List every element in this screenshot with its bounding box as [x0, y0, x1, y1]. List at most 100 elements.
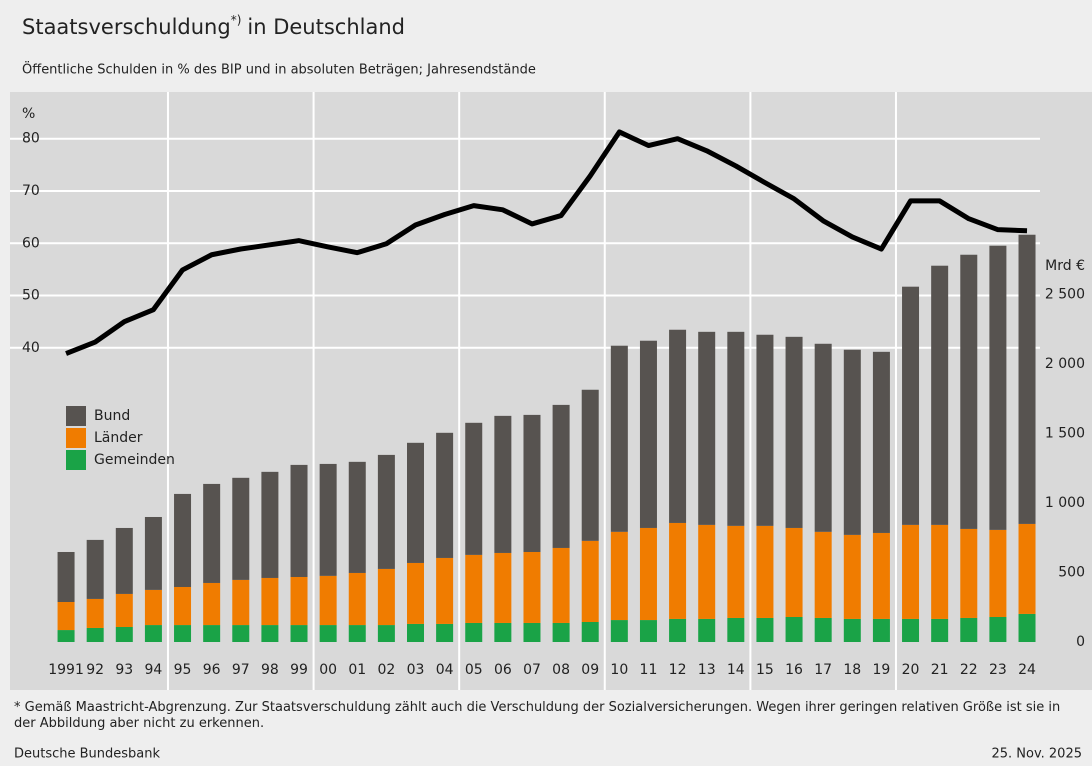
- bar-segment: [436, 432, 454, 558]
- title-main: Staatsverschuldung: [22, 15, 231, 39]
- y-axis-label: %: [22, 106, 35, 122]
- x-tick-label: 17: [814, 662, 832, 678]
- bar-segment: [902, 286, 920, 525]
- legend-swatch: [66, 428, 86, 448]
- bar-segment: [960, 617, 978, 642]
- bar-segment: [989, 529, 1007, 617]
- x-tick-label: 93: [115, 662, 133, 678]
- bar-segment: [989, 616, 1007, 642]
- bar-segment: [872, 351, 890, 533]
- bar-segment: [436, 557, 454, 624]
- x-tick-label: 22: [960, 662, 978, 678]
- bar-segment: [960, 254, 978, 529]
- bar-segment: [407, 442, 424, 563]
- subtitle: Öffentliche Schulden in % des BIP und in…: [22, 61, 536, 78]
- bar-segment: [756, 334, 774, 526]
- bar-segment: [203, 625, 221, 642]
- bar-segment: [407, 562, 424, 624]
- legend-label: Gemeinden: [94, 452, 175, 468]
- bar-segment: [261, 625, 279, 642]
- x-tick-label: 12: [669, 662, 687, 678]
- bar-segment: [523, 622, 541, 642]
- bar-segment: [669, 522, 687, 619]
- bar-segment: [785, 527, 803, 617]
- x-tick-label: 92: [86, 662, 104, 678]
- x-tick-label: 18: [843, 662, 861, 678]
- bar-segment: [203, 582, 221, 626]
- bar-segment: [698, 618, 716, 642]
- bar-segment: [86, 539, 104, 599]
- x-tick-label: 19: [873, 662, 891, 678]
- bar-segment: [348, 461, 366, 573]
- legend-swatch: [66, 450, 86, 470]
- bar-segment: [377, 568, 395, 626]
- bar-segment: [465, 622, 483, 642]
- bar-segment: [581, 540, 599, 622]
- y2-tick-label: 2 500: [1045, 287, 1085, 303]
- bar-segment: [698, 331, 716, 525]
- x-tick-label: 08: [552, 662, 570, 678]
- bar-segment: [115, 527, 133, 594]
- x-tick-label: 97: [232, 662, 250, 678]
- legend-label: Länder: [94, 430, 143, 446]
- title-suffix: in Deutschland: [247, 15, 405, 39]
- bar-segment: [872, 532, 890, 619]
- bar-segment: [407, 623, 424, 642]
- chart-title: Staatsverschuldung*) in Deutschland: [22, 13, 405, 40]
- y2-tick-label: 1 500: [1045, 426, 1085, 442]
- bar-segment: [57, 601, 75, 631]
- y-tick-label: 80: [22, 131, 40, 147]
- x-tick-label: 20: [902, 662, 920, 678]
- bar-segment: [610, 345, 628, 532]
- x-tick-label: 15: [756, 662, 774, 678]
- x-tick-label: 02: [377, 662, 395, 678]
- bar-segment: [494, 622, 512, 642]
- x-tick-label: 95: [174, 662, 192, 678]
- bar-segment: [465, 554, 483, 623]
- legend-label: Bund: [94, 408, 130, 424]
- bar-segment: [902, 618, 920, 642]
- line: [65, 129, 1028, 356]
- bar-segment: [523, 414, 541, 552]
- bar-segment: [290, 464, 308, 577]
- y2-tick-label: 1 000: [1045, 495, 1085, 511]
- x-tick-label: 96: [203, 662, 221, 678]
- x-tick-label: 21: [931, 662, 949, 678]
- x-tick-label: 01: [348, 662, 366, 678]
- bar-segment: [989, 245, 1007, 530]
- bar-segment: [727, 525, 745, 618]
- x-tick-label: 23: [989, 662, 1007, 678]
- bar-segment: [931, 524, 949, 619]
- y-tick-label: 60: [22, 235, 40, 251]
- bar-segment: [814, 343, 832, 532]
- bar-segment: [319, 625, 337, 642]
- bar-segment: [843, 618, 861, 642]
- y-tick-label: 40: [22, 340, 40, 356]
- bar-segment: [377, 625, 395, 642]
- bar-segment: [581, 389, 599, 541]
- bar-segment: [261, 577, 279, 626]
- bar-segment: [1018, 234, 1036, 524]
- bar-segment: [785, 336, 803, 528]
- x-tick-label: 06: [494, 662, 512, 678]
- y2-tick-label: 500: [1058, 565, 1085, 581]
- bar-segment: [174, 625, 192, 642]
- bar-segment: [232, 477, 250, 580]
- bar-segment: [144, 625, 162, 642]
- y-tick-label: 70: [22, 183, 40, 199]
- bar-segment: [610, 620, 628, 642]
- bar-segment: [86, 627, 104, 642]
- x-tick-label: 00: [319, 662, 337, 678]
- bar-segment: [523, 551, 541, 623]
- x-tick-label: 09: [581, 662, 599, 678]
- bar-segment: [261, 471, 279, 578]
- bar-segment: [756, 617, 774, 642]
- bar-segment: [727, 331, 745, 526]
- bar-segment: [931, 618, 949, 642]
- bar-segment: [843, 349, 861, 535]
- bar-segment: [115, 626, 133, 642]
- bar-segment: [144, 516, 162, 590]
- bar-segment: [57, 630, 75, 642]
- bar-segment: [639, 527, 657, 621]
